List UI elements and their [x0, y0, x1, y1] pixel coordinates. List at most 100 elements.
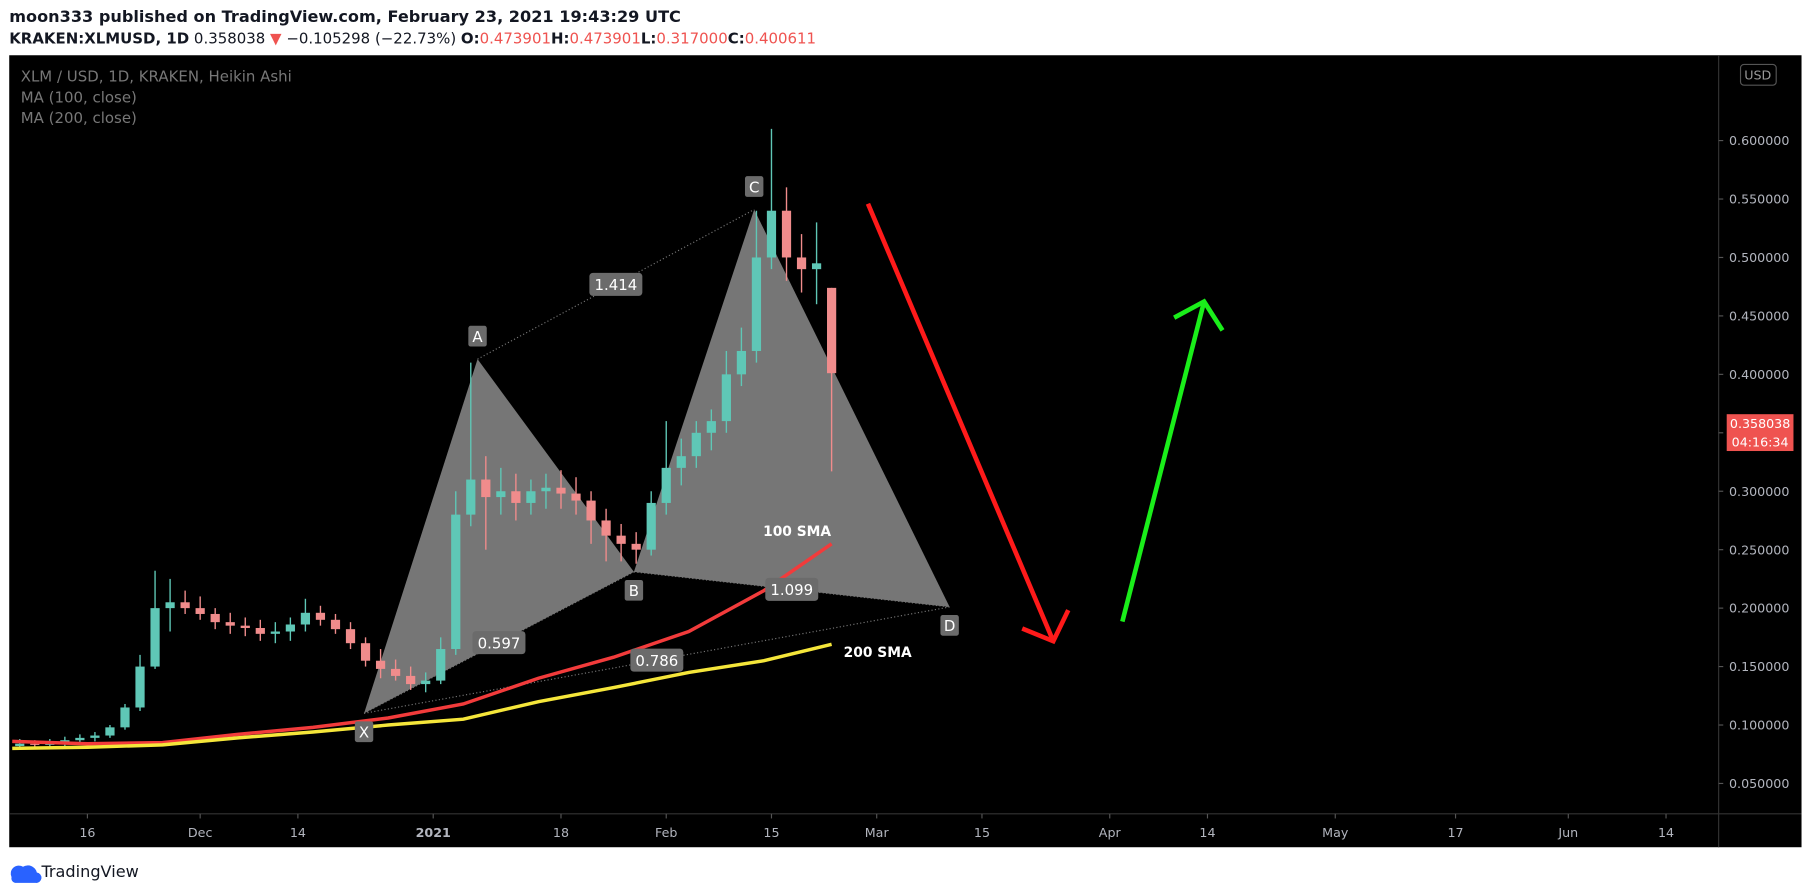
y-tick-label: 0.600000 [1729, 133, 1789, 148]
ratio-box [472, 631, 526, 655]
y-tick-label: 0.050000 [1729, 776, 1789, 791]
legend-title: XLM / USD, 1D, KRAKEN, Heikin Ashi [21, 68, 292, 86]
candle-body [90, 735, 100, 738]
candle-body [105, 727, 115, 736]
pattern-point-box [744, 176, 764, 197]
candle-body [481, 479, 491, 498]
candle-body [406, 675, 416, 685]
ohlc-label: C: [728, 30, 745, 48]
published: moon333 published on TradingView.com, Fe… [9, 7, 681, 26]
logo [10, 865, 42, 883]
y-tick-label: 0.500000 [1729, 250, 1789, 265]
candle-body [571, 493, 581, 501]
candle-body [556, 487, 566, 494]
candle-body [315, 612, 326, 620]
candle-body [721, 374, 731, 422]
candle-body [751, 257, 762, 351]
x-tick-label: 18 [553, 825, 569, 840]
x-tick-label: May [1322, 825, 1349, 840]
candle-body [285, 624, 295, 632]
candle-body [796, 257, 807, 270]
candle-body [375, 660, 386, 669]
candle-body [360, 643, 371, 661]
legend-ma200: MA (200, close) [21, 109, 137, 127]
currency: USD [1744, 67, 1771, 82]
ratio-label: 1.414 [594, 276, 637, 294]
candle-body [766, 210, 777, 258]
ratio-label: 0.786 [635, 652, 678, 670]
candles [15, 128, 837, 750]
candle-body [436, 649, 446, 681]
x-tick-label: 14 [1658, 825, 1674, 840]
candle-body [541, 487, 551, 492]
candle-body [811, 263, 822, 270]
candle-body [300, 612, 311, 625]
countdown: 04:16:34 [1732, 434, 1789, 449]
ma-line [12, 642, 833, 751]
candle-body [676, 456, 686, 468]
candle-body [195, 608, 205, 614]
ohlc-value: 0.473901 [480, 30, 551, 48]
candle-body [496, 491, 506, 498]
x-tick-label: Dec [188, 825, 213, 840]
ma-label: 100 SMA [763, 524, 831, 540]
ohlc-label: H: [551, 30, 570, 48]
pattern-point-box [468, 325, 487, 347]
ohlc-value: 0.473901 [569, 30, 640, 48]
candle-body [15, 743, 25, 747]
x-tick-label: 14 [290, 825, 306, 840]
last-price: 0.358038 [194, 30, 265, 48]
y-tick-label: 0.150000 [1729, 659, 1789, 674]
y-tick-label: 0.300000 [1729, 484, 1789, 499]
candle-body [345, 629, 356, 644]
ratio-box [765, 577, 819, 601]
currency-box[interactable] [1739, 63, 1777, 86]
candle-body [225, 622, 235, 626]
pattern-point-box [354, 721, 374, 743]
candle-body [255, 627, 265, 634]
candle-body [781, 210, 792, 258]
candle-body [210, 613, 220, 623]
x-tick-label: 15 [763, 825, 779, 840]
candle-body [601, 520, 611, 536]
pattern-point-label: D [944, 617, 956, 635]
candle-body [827, 287, 837, 374]
down-arrow-head [1021, 609, 1071, 645]
ratio-box [630, 648, 684, 672]
legend-ma100: MA (100, close) [21, 88, 137, 106]
pattern-leg [633, 571, 950, 608]
pattern-point-label: C [749, 178, 759, 196]
y-tick-label: 0.200000 [1729, 601, 1789, 616]
candle-body [706, 421, 716, 433]
footer: TradingView [10, 862, 139, 883]
y-tick-label: 0.100000 [1729, 718, 1789, 733]
ma-line [12, 542, 833, 746]
down-arrow [865, 202, 1056, 643]
x-tick-label: 14 [1199, 825, 1215, 840]
pattern-point-box [940, 615, 959, 636]
candle-body [180, 602, 190, 609]
symbol: KRAKEN:XLMUSD, 1D [9, 30, 189, 48]
symbol-line: KRAKEN:XLMUSD, 1D 0.358038 ▼ −0.105298 (… [9, 30, 816, 48]
pattern-point-box [624, 579, 644, 601]
candle-body [451, 514, 461, 650]
ohlc-value: 0.400611 [745, 30, 816, 48]
y-tick-label: 0.400000 [1729, 367, 1789, 382]
candle-body [646, 502, 656, 550]
candle-body [466, 479, 476, 515]
x-tick-label: 17 [1447, 825, 1463, 840]
pattern-point-label: X [359, 723, 369, 741]
candle-body [511, 491, 521, 503]
last-price-badge [1726, 414, 1794, 452]
last-price-label: 0.358038 [1730, 416, 1790, 431]
published-line: moon333 published on TradingView.com, Fe… [9, 7, 681, 26]
candle-body [150, 608, 160, 667]
pattern-point-label: B [629, 582, 639, 600]
candle-body [391, 668, 401, 676]
pattern-leg [477, 209, 755, 360]
pattern-triangle [633, 209, 950, 607]
y-tick-label: 0.550000 [1729, 192, 1789, 207]
chart-background [9, 55, 1802, 848]
change-arrow: ▼ [270, 30, 282, 48]
